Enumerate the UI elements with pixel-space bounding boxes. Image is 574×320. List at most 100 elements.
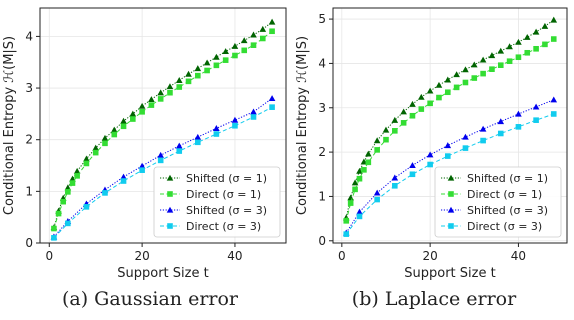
- legend-label: Shifted (σ = 1): [467, 172, 548, 185]
- data-point: [203, 59, 211, 66]
- data-point: [374, 196, 380, 203]
- data-point: [69, 180, 76, 186]
- legend-label: Shifted (σ = 3): [467, 204, 548, 217]
- data-point: [268, 18, 276, 25]
- data-point: [130, 116, 136, 122]
- data-point: [110, 126, 118, 133]
- legend-marker: [166, 206, 174, 213]
- x-tick-label: 0: [338, 249, 346, 263]
- data-point: [497, 130, 504, 137]
- data-point: [157, 157, 164, 164]
- data-point: [436, 94, 442, 101]
- y-tick-label: 0: [318, 234, 326, 248]
- data-point: [51, 235, 57, 241]
- data-point: [232, 122, 238, 129]
- legend-label: Direct (σ = 3): [186, 220, 261, 233]
- y-tick-label: 4: [25, 29, 33, 43]
- data-point: [541, 22, 549, 29]
- data-point: [444, 76, 452, 83]
- data-point: [167, 89, 173, 96]
- data-point: [361, 167, 367, 173]
- data-point: [409, 100, 416, 107]
- data-point: [427, 100, 433, 107]
- panel-laplace: 0 20 40 0 1 2 3 4 5 Support Size t Conditional Ent…: [295, 7, 568, 281]
- data-point: [120, 123, 127, 130]
- y-tick-label: 5: [318, 12, 326, 26]
- data-point: [462, 133, 469, 140]
- legend-box: [153, 166, 281, 238]
- legend-label: Direct (σ = 3): [467, 220, 542, 233]
- data-point: [51, 225, 57, 232]
- data-point: [347, 200, 354, 206]
- data-point: [102, 140, 108, 147]
- legend: Shifted (σ = 1) Direct (σ = 1) Shifted (σ …: [434, 166, 562, 238]
- data-point: [391, 116, 399, 123]
- data-point: [250, 108, 257, 115]
- legend-label: Direct (σ = 1): [467, 188, 542, 201]
- data-point: [222, 48, 229, 55]
- data-point: [55, 210, 62, 217]
- data-point: [343, 231, 350, 237]
- data-point: [83, 155, 90, 162]
- data-point: [435, 81, 443, 88]
- plot-frame: [39, 7, 287, 244]
- data-point: [409, 171, 416, 178]
- data-point: [427, 161, 433, 168]
- data-point: [120, 173, 127, 180]
- data-point: [542, 41, 548, 48]
- y-axis-label: Conditional Entropy ℋ(M|S): [2, 36, 17, 215]
- data-point: [462, 145, 469, 151]
- x-tick-label: 20: [422, 249, 437, 263]
- legend-marker: [448, 223, 454, 229]
- data-point: [65, 189, 71, 195]
- data-point: [418, 93, 425, 100]
- data-point: [471, 75, 478, 81]
- data-point: [373, 137, 381, 144]
- legend-box: [434, 166, 562, 238]
- data-point: [213, 125, 220, 131]
- data-point: [111, 131, 118, 138]
- x-tick-label: 40: [227, 249, 242, 263]
- y-tick-label: 2: [25, 133, 33, 147]
- data-point: [418, 106, 425, 112]
- data-point: [102, 190, 108, 196]
- data-point: [176, 84, 183, 90]
- data-point: [497, 62, 504, 68]
- legend-marker: [167, 223, 173, 229]
- data-point: [269, 104, 275, 110]
- data-point: [148, 96, 155, 103]
- legend-marker: [166, 174, 174, 181]
- data-point: [479, 125, 487, 132]
- data-point: [480, 70, 486, 77]
- data-point: [532, 28, 540, 35]
- panel-gaussian: 0 20 40 0 1 2 3 4 Support Size t Conditional Entr…: [2, 7, 287, 281]
- data-point: [453, 84, 460, 91]
- data-point: [550, 96, 558, 103]
- y-tick-label: 0: [25, 236, 33, 250]
- data-point: [453, 71, 460, 78]
- plot-frame: [332, 7, 568, 244]
- data-point: [92, 149, 99, 156]
- legend: Shifted (σ = 1) Direct (σ = 1) Shifted (σ …: [153, 166, 281, 238]
- data-point: [194, 133, 202, 140]
- data-point: [241, 47, 248, 54]
- data-point: [497, 47, 505, 54]
- data-point: [129, 110, 137, 117]
- data-point: [550, 16, 558, 23]
- data-point: [356, 208, 363, 215]
- data-point: [213, 62, 220, 69]
- x-tick-label: 40: [511, 249, 526, 263]
- data-point: [523, 33, 531, 40]
- data-point: [250, 114, 257, 120]
- legend-marker: [167, 191, 173, 197]
- data-point: [185, 78, 192, 85]
- data-point: [444, 142, 452, 149]
- data-point: [269, 28, 275, 35]
- series-line-0: [53, 21, 273, 228]
- y-tick-label: 2: [318, 145, 326, 159]
- y-tick-label: 1: [25, 184, 33, 198]
- data-point: [480, 137, 486, 144]
- data-point: [166, 83, 174, 90]
- data-point: [515, 124, 522, 130]
